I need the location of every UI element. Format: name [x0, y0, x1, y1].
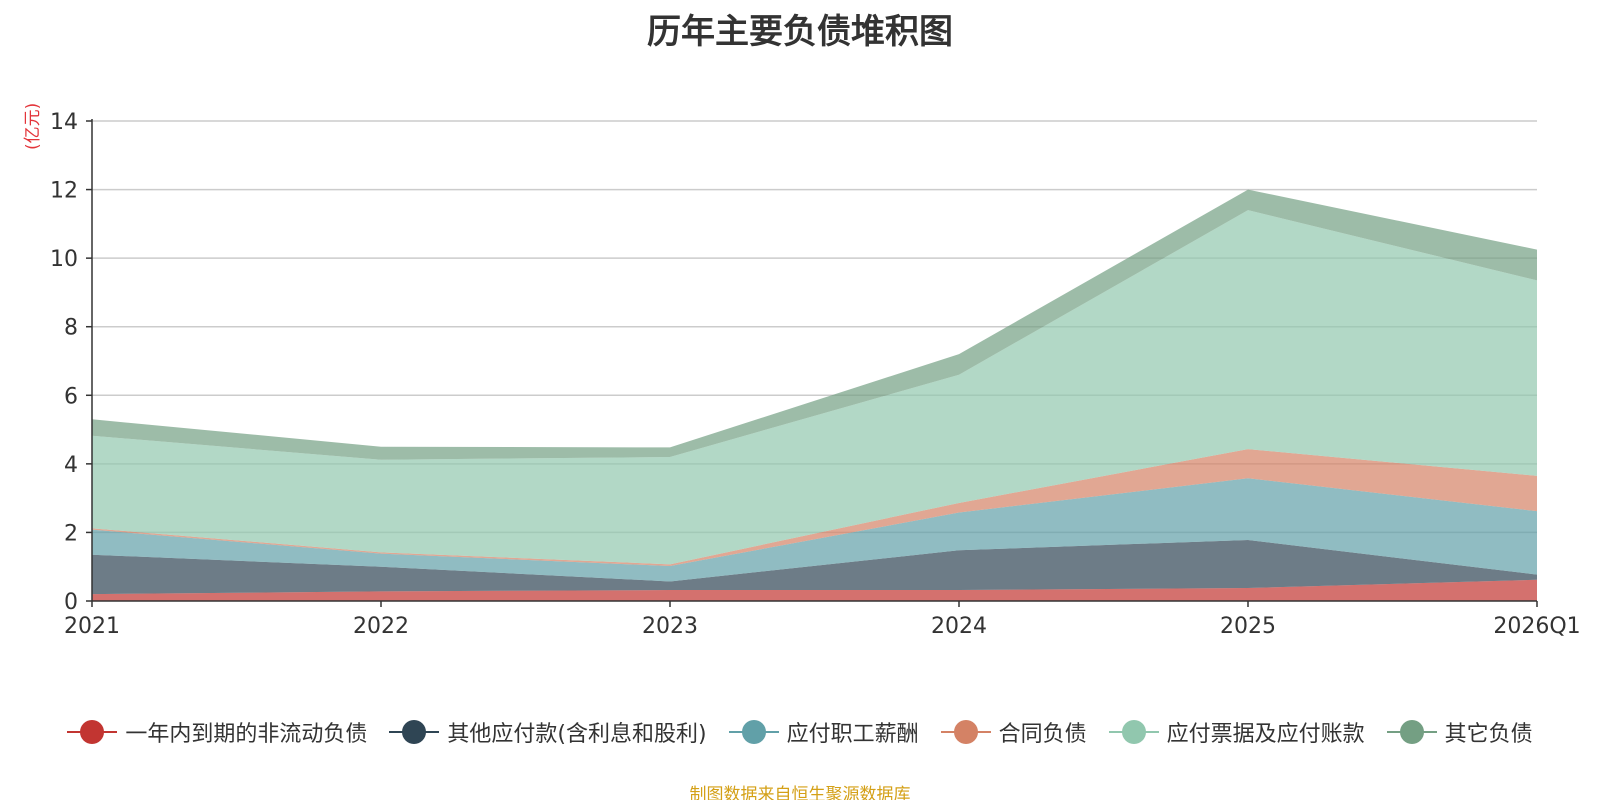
y-tick-label-2: 2: [64, 521, 78, 546]
area-series-3: [92, 449, 1537, 567]
y-tick-label-12: 12: [50, 179, 78, 204]
legend-label: 其它负债: [1444, 722, 1533, 747]
legend-marker-icon: [1108, 719, 1159, 745]
x-tick-label-0: 2021: [64, 614, 120, 639]
y-tick-label-14: 14: [50, 110, 78, 135]
area-series-0: [92, 579, 1537, 601]
y-tick-label-0: 0: [64, 590, 78, 615]
x-tick-label-2: 2023: [642, 614, 698, 639]
legend-marker-icon: [728, 719, 779, 745]
chart-title: 历年主要负债堆积图: [647, 12, 953, 52]
legend-marker-icon: [1386, 719, 1437, 745]
chart-plot: 0 2 4 6 8 10 12 14 2021 2022 2023 2024 2025 2026Q1: [50, 110, 1581, 639]
y-tick-label-10: 10: [50, 247, 78, 272]
x-tick-label-5: 2026Q1: [1493, 614, 1580, 639]
area-series-4: [92, 210, 1537, 565]
area-layer: [92, 189, 1537, 601]
legend-item-0[interactable]: 一年内到期的非流动负债: [67, 716, 367, 748]
legend: 一年内到期的非流动负债 其他应付款(含利息和股利) 应付职工薪酬 合同负债 应付票据及应…: [0, 716, 1600, 748]
legend-item-5[interactable]: 其它负债: [1386, 716, 1533, 748]
y-tick-label-8: 8: [64, 316, 78, 341]
legend-marker-icon: [67, 719, 118, 745]
legend-item-2[interactable]: 应付职工薪酬: [728, 716, 919, 748]
x-tick-label-1: 2022: [353, 614, 409, 639]
legend-marker-icon: [389, 719, 440, 745]
legend-label: 应付职工薪酬: [786, 722, 919, 747]
x-tick-label-3: 2024: [931, 614, 987, 639]
legend-item-3[interactable]: 合同负债: [940, 716, 1087, 748]
legend-label: 合同负债: [998, 722, 1087, 747]
legend-item-1[interactable]: 其他应付款(含利息和股利): [389, 716, 707, 748]
y-tick-label-4: 4: [64, 453, 78, 478]
axis-layer: 0 2 4 6 8 10 12 14 2021 2022 2023 2024 2025 2026Q1: [50, 110, 1581, 639]
x-tick-label-4: 2025: [1220, 614, 1276, 639]
area-series-2: [92, 478, 1537, 582]
legend-label: 应付票据及应付账款: [1166, 722, 1365, 747]
legend-marker-icon: [940, 719, 991, 745]
area-series-5: [92, 189, 1537, 460]
y-tick-label-6: 6: [64, 384, 78, 409]
legend-label: 其他应付款(含利息和股利): [447, 722, 707, 747]
legend-label: 一年内到期的非流动负债: [125, 722, 368, 747]
source-note: 制图数据来自恒生聚源数据库: [689, 785, 911, 800]
area-series-1: [92, 539, 1537, 595]
legend-item-4[interactable]: 应付票据及应付账款: [1108, 716, 1365, 748]
